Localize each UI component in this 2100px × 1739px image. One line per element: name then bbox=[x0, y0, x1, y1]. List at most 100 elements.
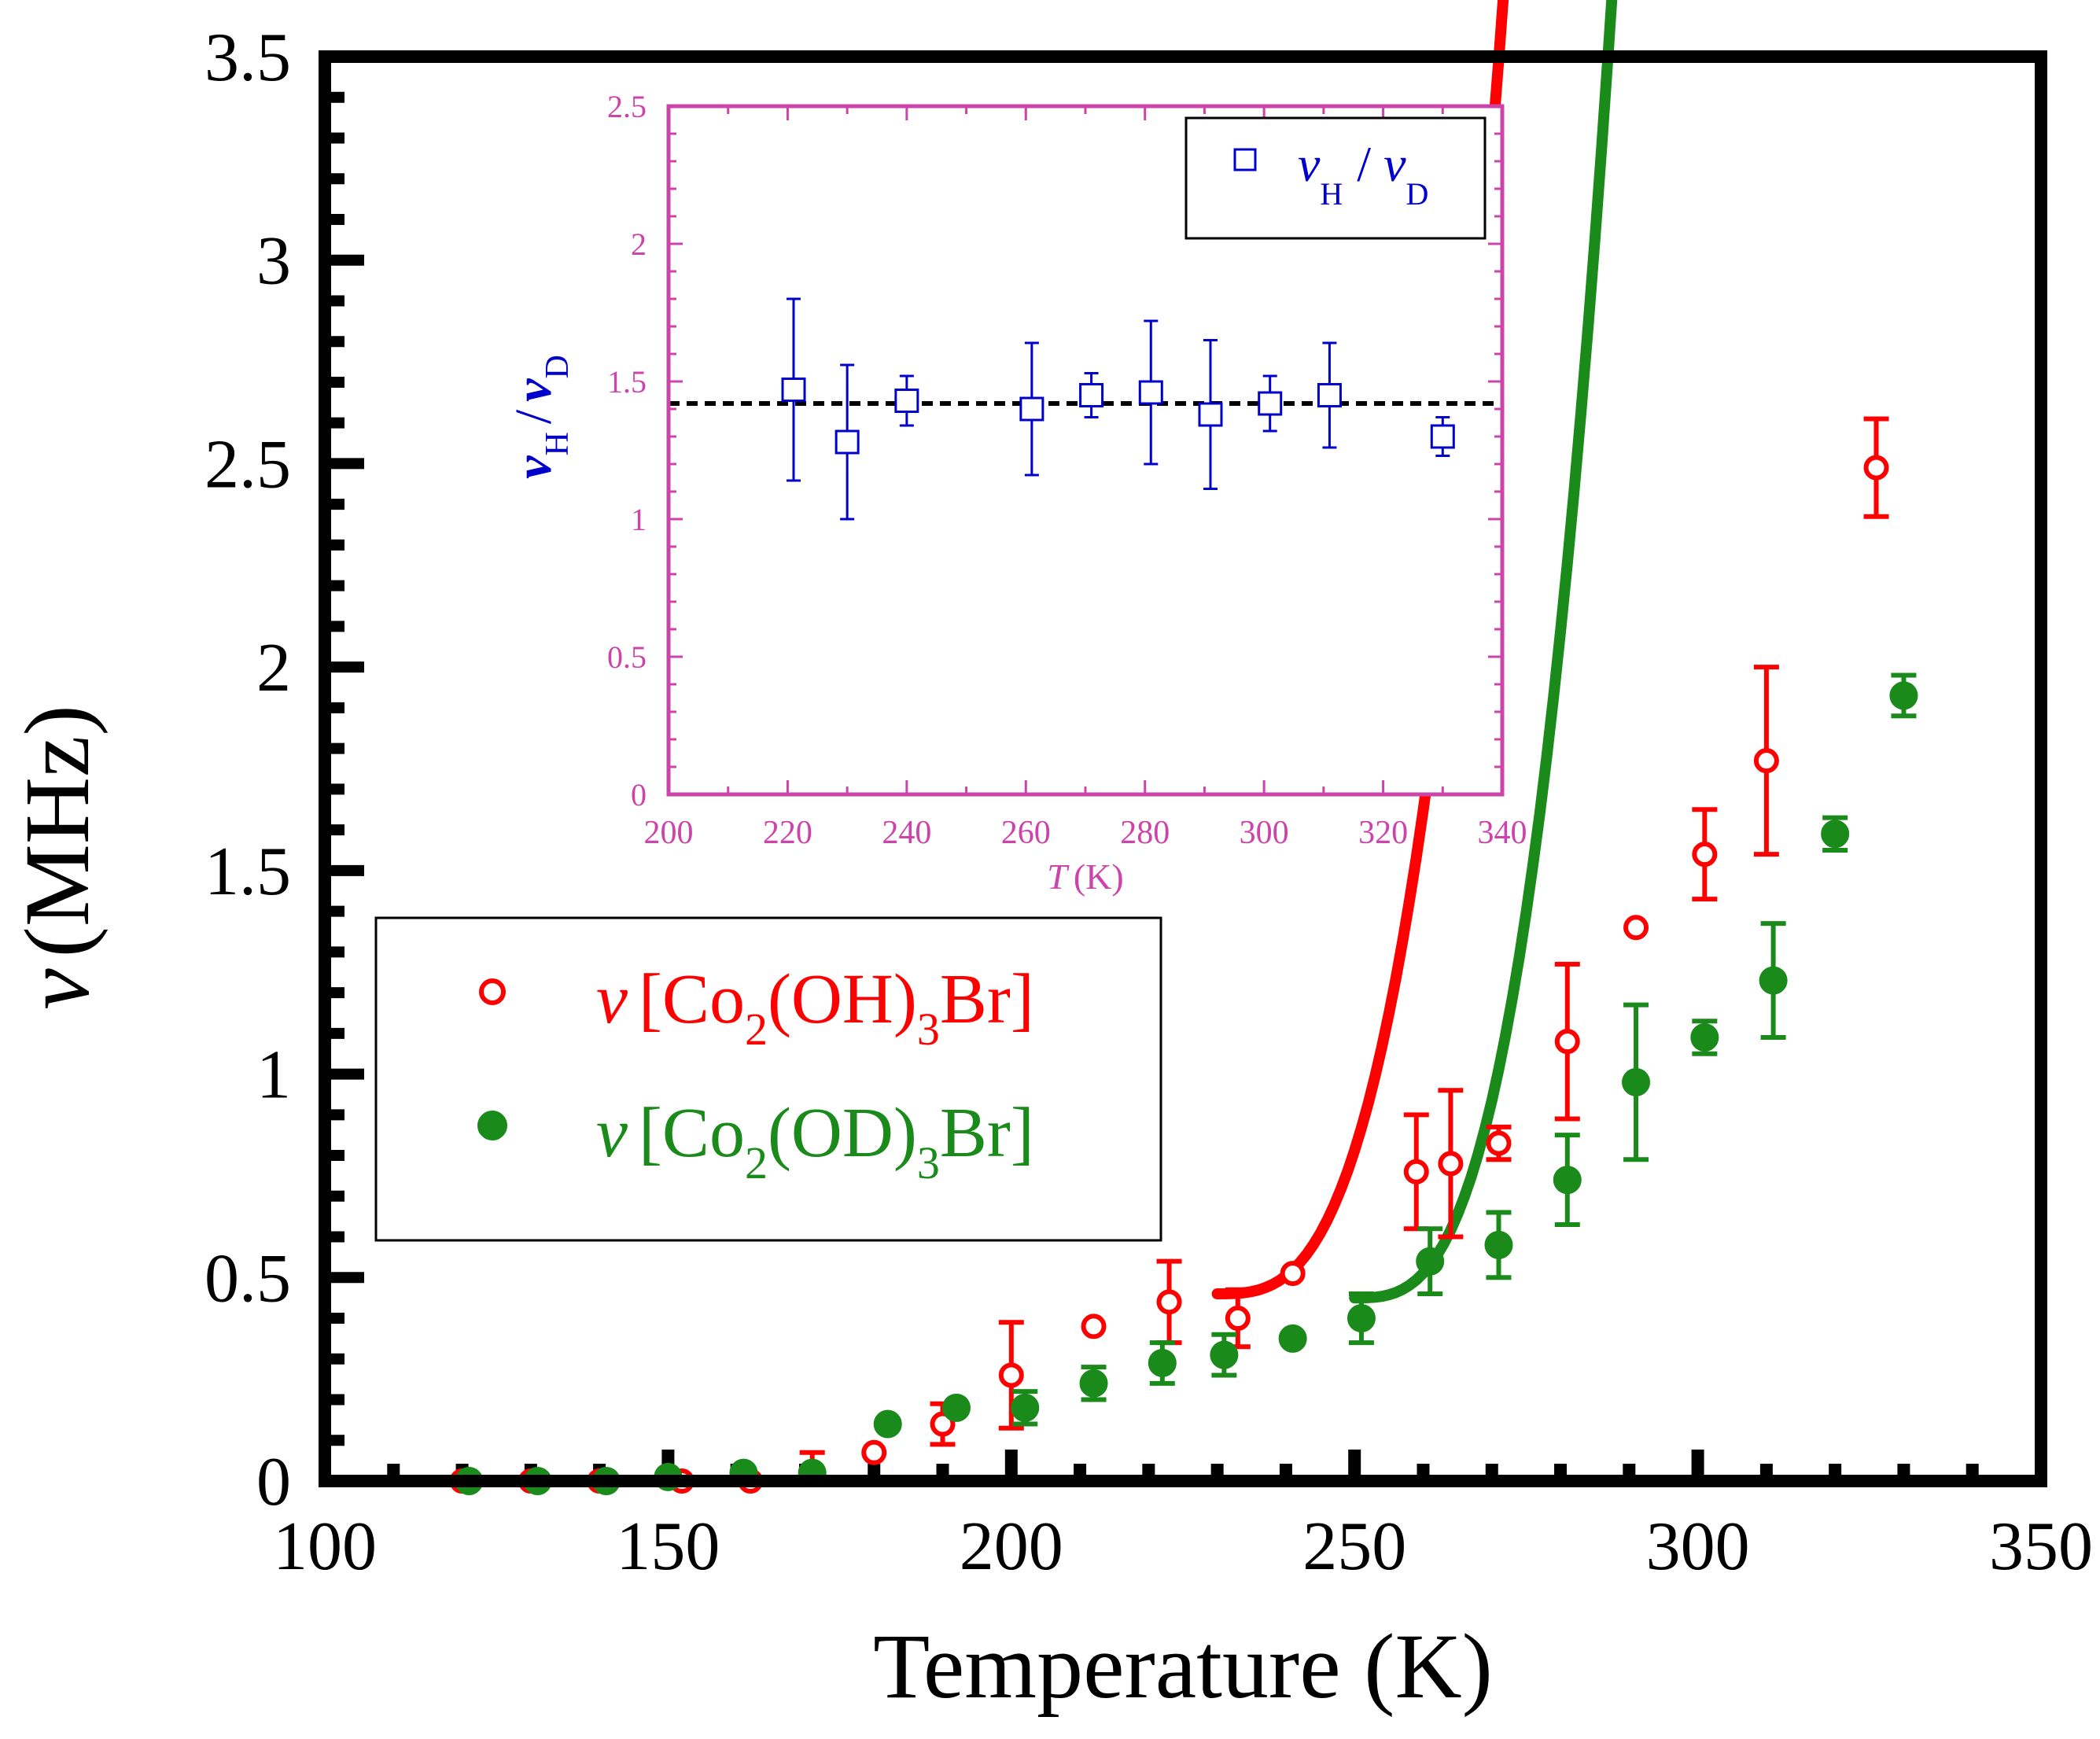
marker-open-square bbox=[1138, 380, 1163, 405]
marker-open-square bbox=[1317, 383, 1342, 407]
inset-legend-box bbox=[1184, 116, 1487, 240]
inset-x-tick-label: 220 bbox=[763, 815, 812, 851]
inset-x-tick-label: 280 bbox=[1120, 815, 1170, 851]
y-tick-label: 2 bbox=[256, 630, 291, 706]
data-point bbox=[1863, 416, 1889, 519]
y-tick-label: 1 bbox=[256, 1037, 291, 1114]
data-point bbox=[1438, 1088, 1464, 1240]
data-point bbox=[1011, 1389, 1040, 1427]
marker-open-circle bbox=[1280, 1261, 1306, 1287]
marker-open-circle bbox=[1403, 1159, 1429, 1185]
y-axis-label: ν (MHz) bbox=[6, 705, 109, 1009]
marker-filled-circle bbox=[1011, 1393, 1040, 1422]
x-tick-label: 350 bbox=[1989, 1509, 2093, 1585]
data-point bbox=[1553, 1133, 1582, 1228]
data-point bbox=[873, 1409, 902, 1439]
marker-filled-circle bbox=[1347, 1304, 1376, 1333]
inset-y-tick-label: 0.5 bbox=[607, 639, 647, 675]
data-point bbox=[1623, 915, 1649, 941]
marker-open-circle bbox=[1438, 1151, 1464, 1177]
marker-open-circle bbox=[1156, 1289, 1182, 1315]
y-axis-label-unit: (MHz) bbox=[6, 705, 109, 957]
inset-y-tick-label: 2.5 bbox=[607, 89, 647, 124]
inset-y-tick-label: 2 bbox=[631, 227, 647, 262]
inset-data-point bbox=[781, 297, 806, 482]
inset-data-point bbox=[1258, 374, 1283, 433]
y-axis-label-symbol: ν bbox=[6, 968, 109, 1010]
main-legend: ν [Co2(OH)3Br] ν [Co2(OD)3Br] bbox=[374, 916, 1162, 1242]
inset-x-tick-label: 240 bbox=[882, 815, 931, 851]
data-point bbox=[1821, 815, 1850, 853]
data-point bbox=[1753, 665, 1779, 857]
marker-open-square bbox=[1019, 396, 1044, 422]
inset-data-point bbox=[1430, 416, 1455, 457]
marker-filled-circle bbox=[1079, 1369, 1108, 1398]
inset-legend-label: νH/νD bbox=[1298, 136, 1428, 212]
marker-open-square bbox=[1198, 402, 1223, 427]
svg-text:νH/νD: νH/νD bbox=[505, 355, 576, 479]
marker-filled-circle bbox=[1622, 1067, 1651, 1096]
main-legend-box bbox=[374, 916, 1162, 1242]
fit-curve-0 bbox=[1211, 0, 1509, 1299]
inset-x-axis-label: T (K) bbox=[1047, 857, 1123, 897]
inset-data-point bbox=[1317, 341, 1342, 449]
inset-data-point bbox=[1198, 339, 1223, 490]
marker-filled-circle bbox=[1690, 1023, 1719, 1052]
data-point bbox=[1081, 1313, 1107, 1339]
x-tick-label: 200 bbox=[960, 1509, 1063, 1585]
main-tick-labels: 100 150 200 250 300 350 0 0.5 1 1.5 2 2.5 3 3.5 bbox=[204, 20, 2093, 1585]
inset-data-point bbox=[834, 363, 860, 521]
y-tick-label: 3 bbox=[256, 223, 291, 300]
data-point bbox=[1225, 1287, 1251, 1350]
marker-open-circle bbox=[861, 1439, 887, 1465]
marker-open-circle bbox=[1486, 1130, 1512, 1156]
marker-open-circle bbox=[1225, 1306, 1251, 1332]
marker-filled-circle bbox=[1889, 681, 1918, 710]
marker-open-square bbox=[1079, 383, 1104, 407]
marker-open-square bbox=[894, 389, 919, 413]
marker-open-square bbox=[781, 378, 806, 402]
legend-marker-oh bbox=[479, 978, 506, 1005]
legend-label-oh: ν [Co2(OH)3Br] bbox=[596, 960, 1034, 1055]
data-point bbox=[1554, 961, 1580, 1122]
marker-filled-circle bbox=[873, 1409, 902, 1439]
inset-y-tick-label: 0 bbox=[631, 777, 647, 812]
marker-open-square bbox=[1258, 391, 1283, 416]
data-point bbox=[1889, 672, 1918, 719]
marker-filled-circle bbox=[1484, 1230, 1513, 1259]
x-tick-label: 250 bbox=[1302, 1509, 1406, 1585]
x-tick-label: 100 bbox=[273, 1509, 377, 1585]
inset-x-tick-label: 320 bbox=[1358, 815, 1408, 851]
inset-legend-marker bbox=[1233, 148, 1257, 171]
data-point bbox=[861, 1439, 887, 1465]
data-point bbox=[1148, 1340, 1177, 1386]
y-tick-label: 1.5 bbox=[204, 834, 291, 910]
marker-open-circle bbox=[1623, 915, 1649, 941]
inset-y-tick-label: 1.5 bbox=[607, 364, 647, 400]
inset-chart: 200 220 240 260 280 300 320 340 0 0.5 1 1.5 2 2.5 T (K… bbox=[505, 89, 1527, 897]
legend-marker-od bbox=[477, 1111, 507, 1140]
data-point bbox=[1210, 1332, 1239, 1378]
marker-filled-circle bbox=[1278, 1324, 1307, 1353]
marker-filled-circle bbox=[1416, 1247, 1445, 1276]
inset-legend: νH/νD bbox=[1184, 116, 1487, 240]
inset-data-point bbox=[1138, 319, 1163, 466]
marker-filled-circle bbox=[1821, 820, 1850, 849]
main-fit-curves bbox=[1211, 0, 1618, 1304]
y-tick-label: 0 bbox=[256, 1444, 291, 1520]
data-point bbox=[941, 1393, 971, 1422]
y-tick-label: 0.5 bbox=[204, 1240, 291, 1317]
inset-x-tick-label: 300 bbox=[1240, 815, 1289, 851]
marker-filled-circle bbox=[1553, 1166, 1582, 1195]
inset-y-axis-label: νH/νD bbox=[505, 355, 576, 479]
fit-curve-1 bbox=[1349, 0, 1618, 1304]
marker-open-circle bbox=[1692, 842, 1718, 868]
main-data-points bbox=[449, 416, 1918, 1495]
inset-data-points bbox=[781, 297, 1455, 521]
marker-filled-circle bbox=[1759, 966, 1788, 995]
inset-data-point bbox=[894, 374, 919, 427]
marker-open-circle bbox=[998, 1362, 1024, 1388]
inset-data-point bbox=[1079, 372, 1104, 418]
data-point bbox=[1622, 1002, 1651, 1162]
inset-x-tick-label: 340 bbox=[1478, 815, 1527, 851]
